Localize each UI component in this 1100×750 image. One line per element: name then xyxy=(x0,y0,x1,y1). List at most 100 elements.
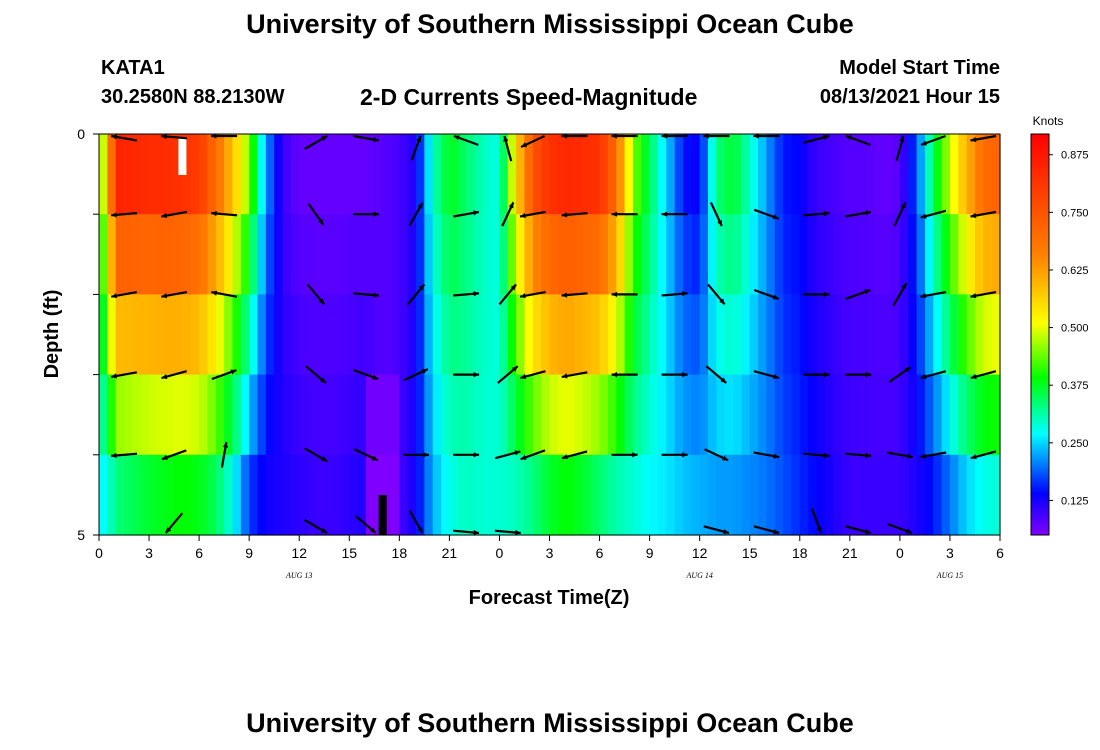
heatmap-cell xyxy=(849,294,859,376)
heatmap-cell xyxy=(165,454,175,536)
current-vector xyxy=(845,525,871,535)
heatmap-cell xyxy=(758,454,767,536)
heatmap-cell xyxy=(574,214,584,295)
current-vector xyxy=(970,450,997,460)
heatmap-cell xyxy=(657,214,667,295)
heatmap-cell xyxy=(541,294,551,376)
heatmap-cell xyxy=(599,214,609,295)
heatmap-cell xyxy=(390,454,400,536)
current-vector xyxy=(845,288,871,300)
current-vector xyxy=(111,452,138,459)
current-vector xyxy=(803,372,830,378)
current-vector xyxy=(892,282,908,307)
x-tick-label: 12 xyxy=(692,545,708,561)
heatmap-cell xyxy=(516,294,526,376)
heatmap-cell xyxy=(299,134,309,215)
heatmap-cell xyxy=(708,294,717,376)
heatmap-cell xyxy=(516,374,526,456)
heatmap-cell xyxy=(649,294,659,376)
heatmap-cell xyxy=(833,374,843,456)
heatmap-cell xyxy=(424,294,434,376)
heatmap-cell xyxy=(783,214,793,295)
heatmap-cell xyxy=(199,454,209,536)
heatmap-cell xyxy=(883,214,893,295)
heatmap-cell xyxy=(99,134,108,215)
heatmap-cell xyxy=(257,214,267,295)
heatmap-cell xyxy=(99,454,108,536)
heatmap-cell xyxy=(124,374,133,456)
current-vector xyxy=(220,441,228,468)
heatmap-cell xyxy=(899,454,909,536)
heatmap-cell xyxy=(474,294,484,376)
current-vector xyxy=(111,291,137,299)
heatmap-cell xyxy=(699,294,709,376)
heatmap-cell xyxy=(215,374,225,456)
heatmap-cell xyxy=(808,294,818,376)
heatmap-cell xyxy=(582,374,592,456)
heatmap-cell xyxy=(516,214,526,295)
x-axis: 0 3 6 9 12 15 18 21 0 3 6 9 12 15 18 21 0 3 6 AUG 13 AUG 14 A… xyxy=(95,535,1004,580)
heatmap-cell xyxy=(708,134,717,215)
heatmap-cell xyxy=(257,374,267,456)
x-tick-label: 9 xyxy=(646,545,654,561)
heatmap-cell xyxy=(374,294,384,376)
heatmap-cell xyxy=(758,374,767,456)
y-axis: 05 xyxy=(77,126,99,543)
heatmap-cell xyxy=(941,214,951,295)
heatmap-cell xyxy=(632,134,642,215)
heatmap-cell xyxy=(374,374,384,456)
heatmap-cell xyxy=(349,374,359,456)
heatmap-cell xyxy=(699,134,709,215)
heatmap-cell xyxy=(758,214,767,295)
heatmap-cell xyxy=(949,214,959,295)
colorbar-tick-label: 0.125 xyxy=(1061,495,1089,507)
heatmap-cell xyxy=(591,294,601,376)
heatmap-cell xyxy=(374,214,384,295)
colorbar-ramp xyxy=(1030,133,1050,536)
heatmap-cell xyxy=(774,374,784,456)
heatmap-cell xyxy=(382,294,392,376)
heatmap-cell xyxy=(257,454,267,536)
heatmap-cell xyxy=(165,214,175,295)
heatmap-cell xyxy=(466,134,476,215)
current-vectors xyxy=(111,133,997,536)
heatmap-cell xyxy=(441,454,450,536)
heatmap-cell xyxy=(149,454,158,536)
heatmap-cell xyxy=(416,454,425,536)
heatmap-cell xyxy=(190,374,200,456)
heatmap-cell xyxy=(307,374,317,456)
current-vector xyxy=(353,369,379,381)
heatmap-cell xyxy=(357,374,367,456)
heatmap-cell xyxy=(307,454,317,536)
heatmap-cell xyxy=(257,294,267,376)
heatmap-cell xyxy=(274,454,284,536)
heatmap-cell xyxy=(874,134,884,215)
heatmap-cell xyxy=(883,374,893,456)
current-vector xyxy=(753,370,780,380)
heatmap-cell xyxy=(332,454,342,536)
heatmap-cell xyxy=(657,454,667,536)
heatmap-cell xyxy=(207,134,217,215)
heatmap-cell xyxy=(682,134,692,215)
current-vector xyxy=(803,134,830,144)
current-vector xyxy=(920,134,946,146)
heatmap-cell xyxy=(557,294,567,376)
heatmap-cell xyxy=(607,454,617,536)
current-vector xyxy=(970,291,997,299)
heatmap-cell xyxy=(724,454,734,536)
heatmap-cell xyxy=(524,294,534,376)
heatmap-cell xyxy=(457,134,467,215)
heatmap-cell xyxy=(416,294,425,376)
heatmap-cell xyxy=(741,214,751,295)
heatmap-cell xyxy=(766,374,776,456)
current-vector xyxy=(810,508,822,534)
heatmap-cell xyxy=(174,454,184,536)
heatmap-cell xyxy=(307,214,317,295)
heatmap-cell xyxy=(357,134,367,215)
heatmap-cell xyxy=(808,214,818,295)
heatmap-cell xyxy=(265,374,275,456)
heatmap-cell xyxy=(365,294,375,376)
heatmap-cell xyxy=(632,374,642,456)
heatmap-cell xyxy=(315,374,325,456)
heatmap-cell xyxy=(799,294,809,376)
